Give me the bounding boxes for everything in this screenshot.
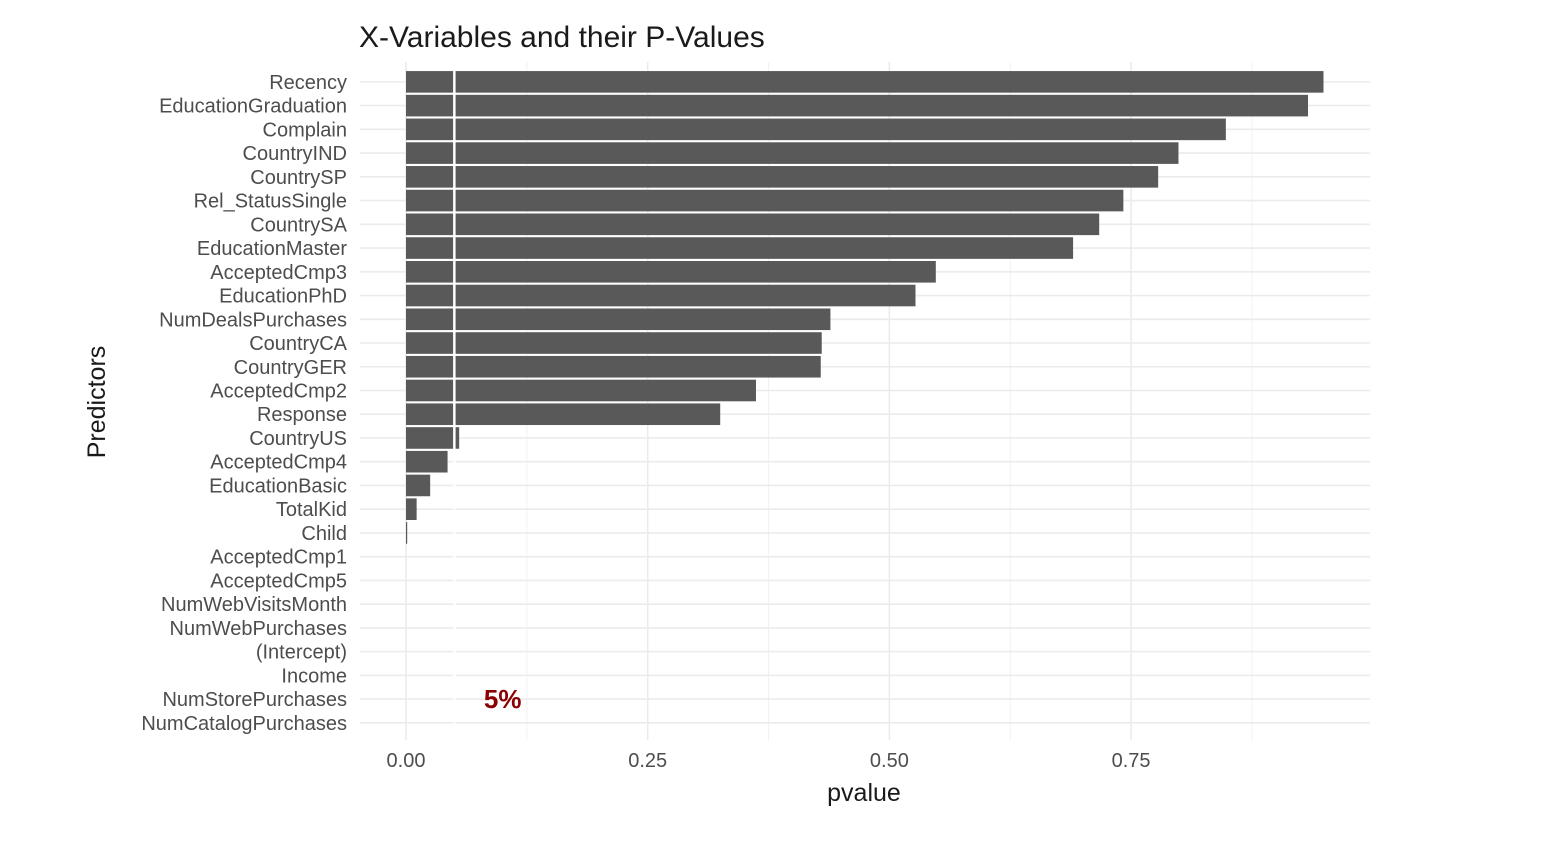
x-tick-labels: 0.00 0.25 0.50 0.75: [387, 750, 1151, 772]
y-tick-label: NumDealsPurchases: [159, 309, 347, 331]
y-tick-label: EducationPhD: [219, 286, 347, 308]
y-tick-label: NumStorePurchases: [162, 689, 347, 711]
y-tick-label: Recency: [269, 72, 347, 94]
five-percent-annotation: 5%: [484, 684, 522, 714]
bar: [406, 142, 1179, 164]
bar: [406, 94, 1309, 117]
y-tick-label: TotalKid: [276, 499, 347, 521]
y-axis-title: Predictors: [83, 346, 111, 459]
y-tick-label: AcceptedCmp4: [210, 452, 347, 474]
y-tick-label: CountryIND: [243, 143, 347, 165]
bar: [406, 284, 916, 307]
y-tick-label: AcceptedCmp3: [210, 262, 347, 284]
bar: [406, 332, 822, 354]
bar: [406, 522, 408, 544]
y-tick-labels: RecencyEducationGraduationComplainCountr…: [141, 72, 347, 735]
bar: [406, 166, 1159, 188]
y-tick-label: AcceptedCmp5: [210, 570, 347, 592]
y-tick-label: NumWebVisitsMonth: [161, 594, 347, 616]
bar: [406, 450, 448, 473]
y-tick-label: CountrySP: [250, 167, 347, 189]
y-tick-label: EducationGraduation: [159, 96, 347, 118]
bar: [406, 237, 1074, 259]
bar: [406, 118, 1226, 141]
bar: [406, 213, 1100, 236]
bar: [406, 189, 1124, 212]
y-tick-label: EducationBasic: [209, 475, 347, 497]
x-tick-label: 0.75: [1112, 750, 1151, 772]
bar: [406, 498, 417, 520]
x-tick-label: 0.00: [387, 750, 426, 772]
y-tick-label: CountryGER: [234, 357, 347, 379]
bar: [406, 379, 756, 402]
bar: [406, 427, 460, 449]
bar: [406, 308, 831, 331]
y-tick-label: CountryUS: [249, 428, 347, 450]
y-tick-label: AcceptedCmp2: [210, 380, 347, 402]
y-tick-label: NumCatalogPurchases: [141, 713, 347, 735]
x-axis-title: pvalue: [827, 779, 901, 807]
x-tick-label: 0.50: [870, 750, 909, 772]
bar: [406, 260, 936, 283]
bar: [406, 403, 721, 426]
y-tick-label: NumWebPurchases: [170, 618, 347, 640]
bars-layer: [406, 71, 1324, 544]
bar: [406, 355, 821, 378]
y-tick-label: Response: [257, 404, 347, 426]
y-tick-label: CountrySA: [250, 214, 347, 236]
y-tick-label: Complain: [263, 119, 347, 141]
x-tick-label: 0.25: [628, 750, 667, 772]
y-tick-label: (Intercept): [256, 642, 347, 664]
y-tick-label: CountryCA: [249, 333, 347, 355]
y-tick-label: Rel_StatusSingle: [194, 191, 347, 213]
y-tick-label: Income: [281, 665, 347, 687]
y-tick-label: EducationMaster: [197, 238, 347, 260]
chart-title: X-Variables and their P-Values: [359, 21, 765, 54]
bar: [406, 71, 1324, 93]
bar: [406, 474, 431, 497]
y-tick-label: AcceptedCmp1: [210, 547, 347, 569]
y-tick-label: Child: [301, 523, 347, 545]
